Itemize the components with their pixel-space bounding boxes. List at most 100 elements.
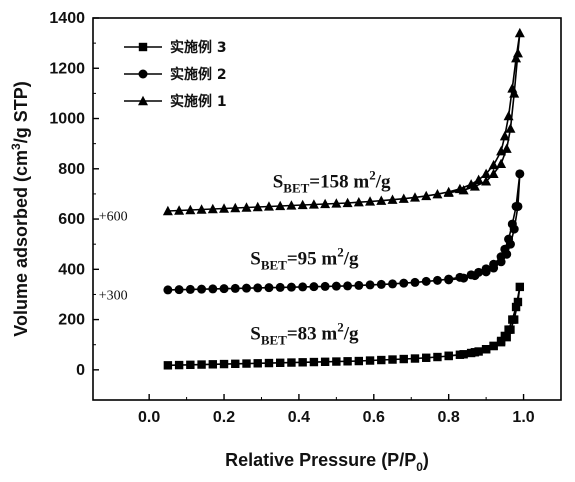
offset-label-layer: +300 +600 (99, 209, 128, 303)
x-tick-label: 1.0 (512, 409, 534, 426)
data-point (298, 282, 308, 292)
data-point (241, 202, 252, 212)
data-point (162, 205, 173, 216)
data-point (505, 123, 516, 133)
legend-marker (138, 42, 148, 52)
data-point (275, 200, 286, 211)
data-point (331, 198, 342, 208)
data-point (410, 277, 420, 287)
data-point (488, 159, 499, 170)
data-point (354, 356, 364, 366)
data-point (286, 282, 296, 292)
data-point (433, 352, 442, 362)
legend-entry: 实施例 3 (124, 39, 227, 56)
data-point (510, 315, 519, 324)
data-point (264, 283, 274, 293)
data-point (502, 332, 511, 342)
data-point (253, 283, 263, 293)
data-point (432, 275, 442, 285)
data-point (174, 285, 184, 295)
y-axis-label: Volume adsorbed (cm3/g STP) (9, 81, 31, 336)
data-point (276, 358, 285, 368)
data-point (353, 197, 364, 207)
legend-entry: 实施例 2 (124, 66, 227, 83)
legend-label: 实施例 2 (170, 66, 227, 83)
data-point (219, 284, 229, 294)
data-point (496, 145, 507, 156)
data-point (219, 203, 230, 213)
data-point (481, 267, 491, 277)
data-point (308, 199, 319, 209)
data-point (514, 27, 525, 38)
data-point (252, 201, 263, 212)
data-point (343, 281, 353, 291)
sbet-annotation-s1: SBET=158 m2/g (273, 168, 391, 196)
data-point (512, 47, 523, 58)
data-point (444, 275, 454, 285)
data-point (263, 201, 274, 211)
data-point (174, 360, 184, 370)
data-point (505, 239, 515, 249)
x-axis-ticks: 0.0 0.2 0.4 0.6 0.8 1.0 (138, 394, 535, 426)
data-point (459, 350, 468, 359)
data-point (297, 199, 308, 210)
y-tick-label: 800 (58, 161, 85, 178)
data-point (470, 348, 480, 357)
data-point (515, 282, 525, 292)
x-tick-label: 0.2 (213, 409, 235, 426)
data-point (489, 263, 499, 273)
legend-marker (138, 95, 148, 106)
x-axis-label: Relative Pressure (P/P0) (225, 450, 429, 474)
data-point (481, 168, 492, 179)
data-point (376, 279, 386, 289)
data-point (511, 53, 522, 63)
data-point (376, 195, 387, 205)
data-point (287, 358, 296, 367)
data-point (511, 302, 521, 312)
data-point (503, 110, 514, 121)
data-point (197, 284, 207, 294)
data-point (343, 357, 352, 366)
data-point (377, 355, 386, 365)
data-point (354, 280, 364, 290)
data-point (513, 297, 523, 307)
data-point (365, 280, 375, 290)
data-point (208, 360, 218, 369)
data-point (432, 188, 443, 199)
data-point (275, 282, 285, 292)
legend-marker (138, 69, 148, 79)
data-point (320, 198, 331, 209)
data-point (496, 337, 506, 347)
data-point (421, 276, 431, 286)
data-point (174, 205, 185, 215)
data-point (481, 176, 492, 186)
data-point (185, 204, 196, 215)
data-point (506, 325, 515, 334)
y-tick-label: 1000 (49, 111, 85, 128)
data-point (253, 359, 262, 368)
data-point (422, 353, 431, 362)
data-point (501, 143, 512, 153)
data-point (489, 341, 498, 351)
data-point (473, 174, 484, 185)
data-point (231, 359, 240, 369)
data-point (197, 360, 206, 369)
data-point (309, 282, 319, 292)
data-point (469, 181, 480, 191)
data-point (163, 285, 173, 295)
data-point (481, 345, 491, 354)
legend: 实施例 3 实施例 2 实施例 1 (124, 39, 227, 110)
data-point (332, 357, 341, 366)
data-point (309, 357, 319, 367)
series-triangle (162, 27, 525, 216)
data-point (399, 354, 408, 364)
y-tick-label: 400 (58, 261, 85, 278)
data-point (458, 184, 469, 195)
data-point (398, 193, 409, 203)
data-point (286, 200, 297, 210)
data-point (365, 196, 376, 206)
data-point (365, 356, 375, 365)
data-point (496, 158, 507, 168)
data-point (470, 271, 480, 281)
